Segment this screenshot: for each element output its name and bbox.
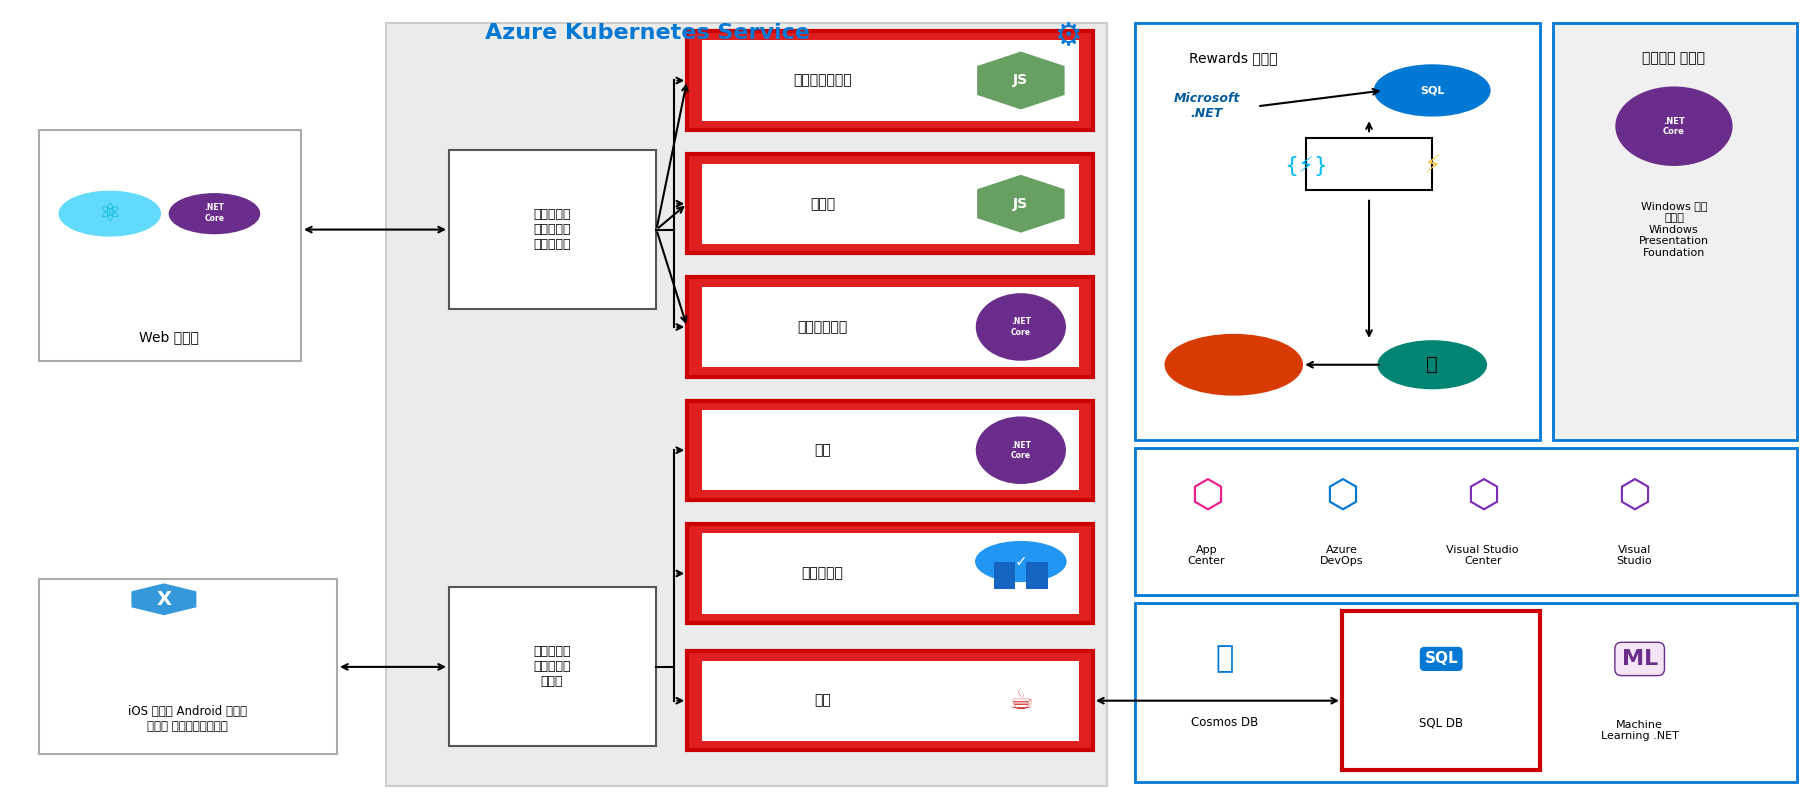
Text: 自分のクーポン: 自分のクーポン bbox=[793, 74, 851, 87]
Text: ML: ML bbox=[1622, 649, 1658, 669]
Text: .NET
Core: .NET Core bbox=[204, 203, 224, 222]
Bar bbox=[1342, 612, 1540, 770]
Bar bbox=[702, 287, 1078, 367]
Polygon shape bbox=[131, 583, 196, 615]
Bar bbox=[702, 410, 1078, 490]
Bar bbox=[687, 523, 1093, 623]
Text: {⚡}: {⚡} bbox=[1284, 156, 1327, 176]
Text: ☕: ☕ bbox=[1009, 687, 1033, 714]
Bar bbox=[702, 40, 1078, 121]
Text: SQL: SQL bbox=[1420, 86, 1443, 95]
Circle shape bbox=[60, 192, 160, 236]
Text: X: X bbox=[156, 590, 171, 609]
Text: 製品: 製品 bbox=[814, 443, 831, 457]
Bar bbox=[687, 651, 1093, 751]
Text: Machine
Learning .NET: Machine Learning .NET bbox=[1600, 720, 1678, 741]
Text: ☁: ☁ bbox=[1216, 348, 1251, 381]
Polygon shape bbox=[976, 175, 1065, 233]
Ellipse shape bbox=[976, 293, 1065, 361]
Circle shape bbox=[169, 194, 260, 234]
Text: Visual
Studio: Visual Studio bbox=[1616, 544, 1653, 566]
Text: JS: JS bbox=[1013, 197, 1029, 210]
Text: iOS および Android クライ
アント アプリケーション: iOS および Android クライ アント アプリケーション bbox=[127, 705, 247, 733]
Bar bbox=[1553, 23, 1796, 440]
Circle shape bbox=[1165, 335, 1302, 395]
Text: ⬡: ⬡ bbox=[1618, 477, 1651, 515]
Text: 在庫: 在庫 bbox=[814, 693, 831, 708]
Text: ⬡: ⬡ bbox=[1325, 477, 1360, 515]
Text: ⬡: ⬡ bbox=[1189, 477, 1224, 515]
Bar bbox=[40, 579, 336, 754]
Ellipse shape bbox=[976, 417, 1065, 484]
Bar bbox=[1134, 604, 1796, 782]
Ellipse shape bbox=[1616, 87, 1733, 166]
Text: フロントエ
ンド用のモ
バイル: フロントエ ンド用のモ バイル bbox=[533, 646, 571, 688]
Text: SQL: SQL bbox=[1423, 651, 1458, 667]
Text: カート: カート bbox=[809, 197, 834, 210]
Text: プロファイル: プロファイル bbox=[798, 320, 847, 334]
Circle shape bbox=[976, 542, 1065, 582]
Text: ⚙: ⚙ bbox=[1054, 22, 1082, 51]
Bar bbox=[449, 587, 656, 747]
Bar bbox=[687, 31, 1093, 130]
Text: .NET
Core: .NET Core bbox=[1011, 317, 1031, 337]
Bar bbox=[702, 533, 1078, 613]
Bar bbox=[687, 154, 1093, 253]
Text: ⚛: ⚛ bbox=[98, 201, 122, 226]
Text: .NET
Core: .NET Core bbox=[1011, 441, 1031, 460]
Text: SQL DB: SQL DB bbox=[1420, 716, 1463, 729]
Text: Web サイト: Web サイト bbox=[140, 330, 200, 344]
Polygon shape bbox=[976, 52, 1065, 109]
Bar bbox=[40, 130, 302, 361]
Text: App
Center: App Center bbox=[1187, 544, 1225, 566]
Text: Microsoft
.NET: Microsoft .NET bbox=[1173, 92, 1240, 121]
Text: Rewards アプリ: Rewards アプリ bbox=[1189, 52, 1278, 66]
Bar bbox=[385, 23, 1107, 786]
Circle shape bbox=[1378, 341, 1487, 388]
Circle shape bbox=[1374, 65, 1491, 116]
Text: クーポン アプリ: クーポン アプリ bbox=[1642, 52, 1705, 66]
Text: ✓: ✓ bbox=[1014, 554, 1027, 569]
Bar bbox=[994, 561, 1016, 590]
Text: JS: JS bbox=[1013, 74, 1029, 87]
Text: ⚡: ⚡ bbox=[1423, 154, 1442, 178]
Text: 🧠: 🧠 bbox=[1427, 355, 1438, 375]
Text: 人気の製品: 人気の製品 bbox=[802, 566, 844, 581]
Text: Visual Studio
Center: Visual Studio Center bbox=[1447, 544, 1520, 566]
Text: .NET
Core: .NET Core bbox=[1663, 116, 1685, 136]
Bar bbox=[702, 163, 1078, 244]
Text: Azure
DevOps: Azure DevOps bbox=[1320, 544, 1364, 566]
Bar bbox=[687, 400, 1093, 500]
Text: Windows フォ
ームと
Windows
Presentation
Foundation: Windows フォ ームと Windows Presentation Foun… bbox=[1638, 201, 1709, 258]
Bar bbox=[1134, 23, 1540, 440]
Text: ⬡: ⬡ bbox=[1465, 477, 1500, 515]
Bar bbox=[1134, 448, 1796, 595]
Text: Cosmos DB: Cosmos DB bbox=[1191, 716, 1258, 729]
Bar bbox=[687, 277, 1093, 377]
Text: Azure Kubernetes Service: Azure Kubernetes Service bbox=[485, 23, 809, 43]
Text: フロントエ
ンド用のバ
ックエンド: フロントエ ンド用のバ ックエンド bbox=[533, 208, 571, 251]
Bar bbox=[449, 150, 656, 309]
Bar bbox=[1027, 561, 1047, 590]
Text: 🌐: 🌐 bbox=[1216, 645, 1234, 673]
Bar bbox=[702, 660, 1078, 741]
